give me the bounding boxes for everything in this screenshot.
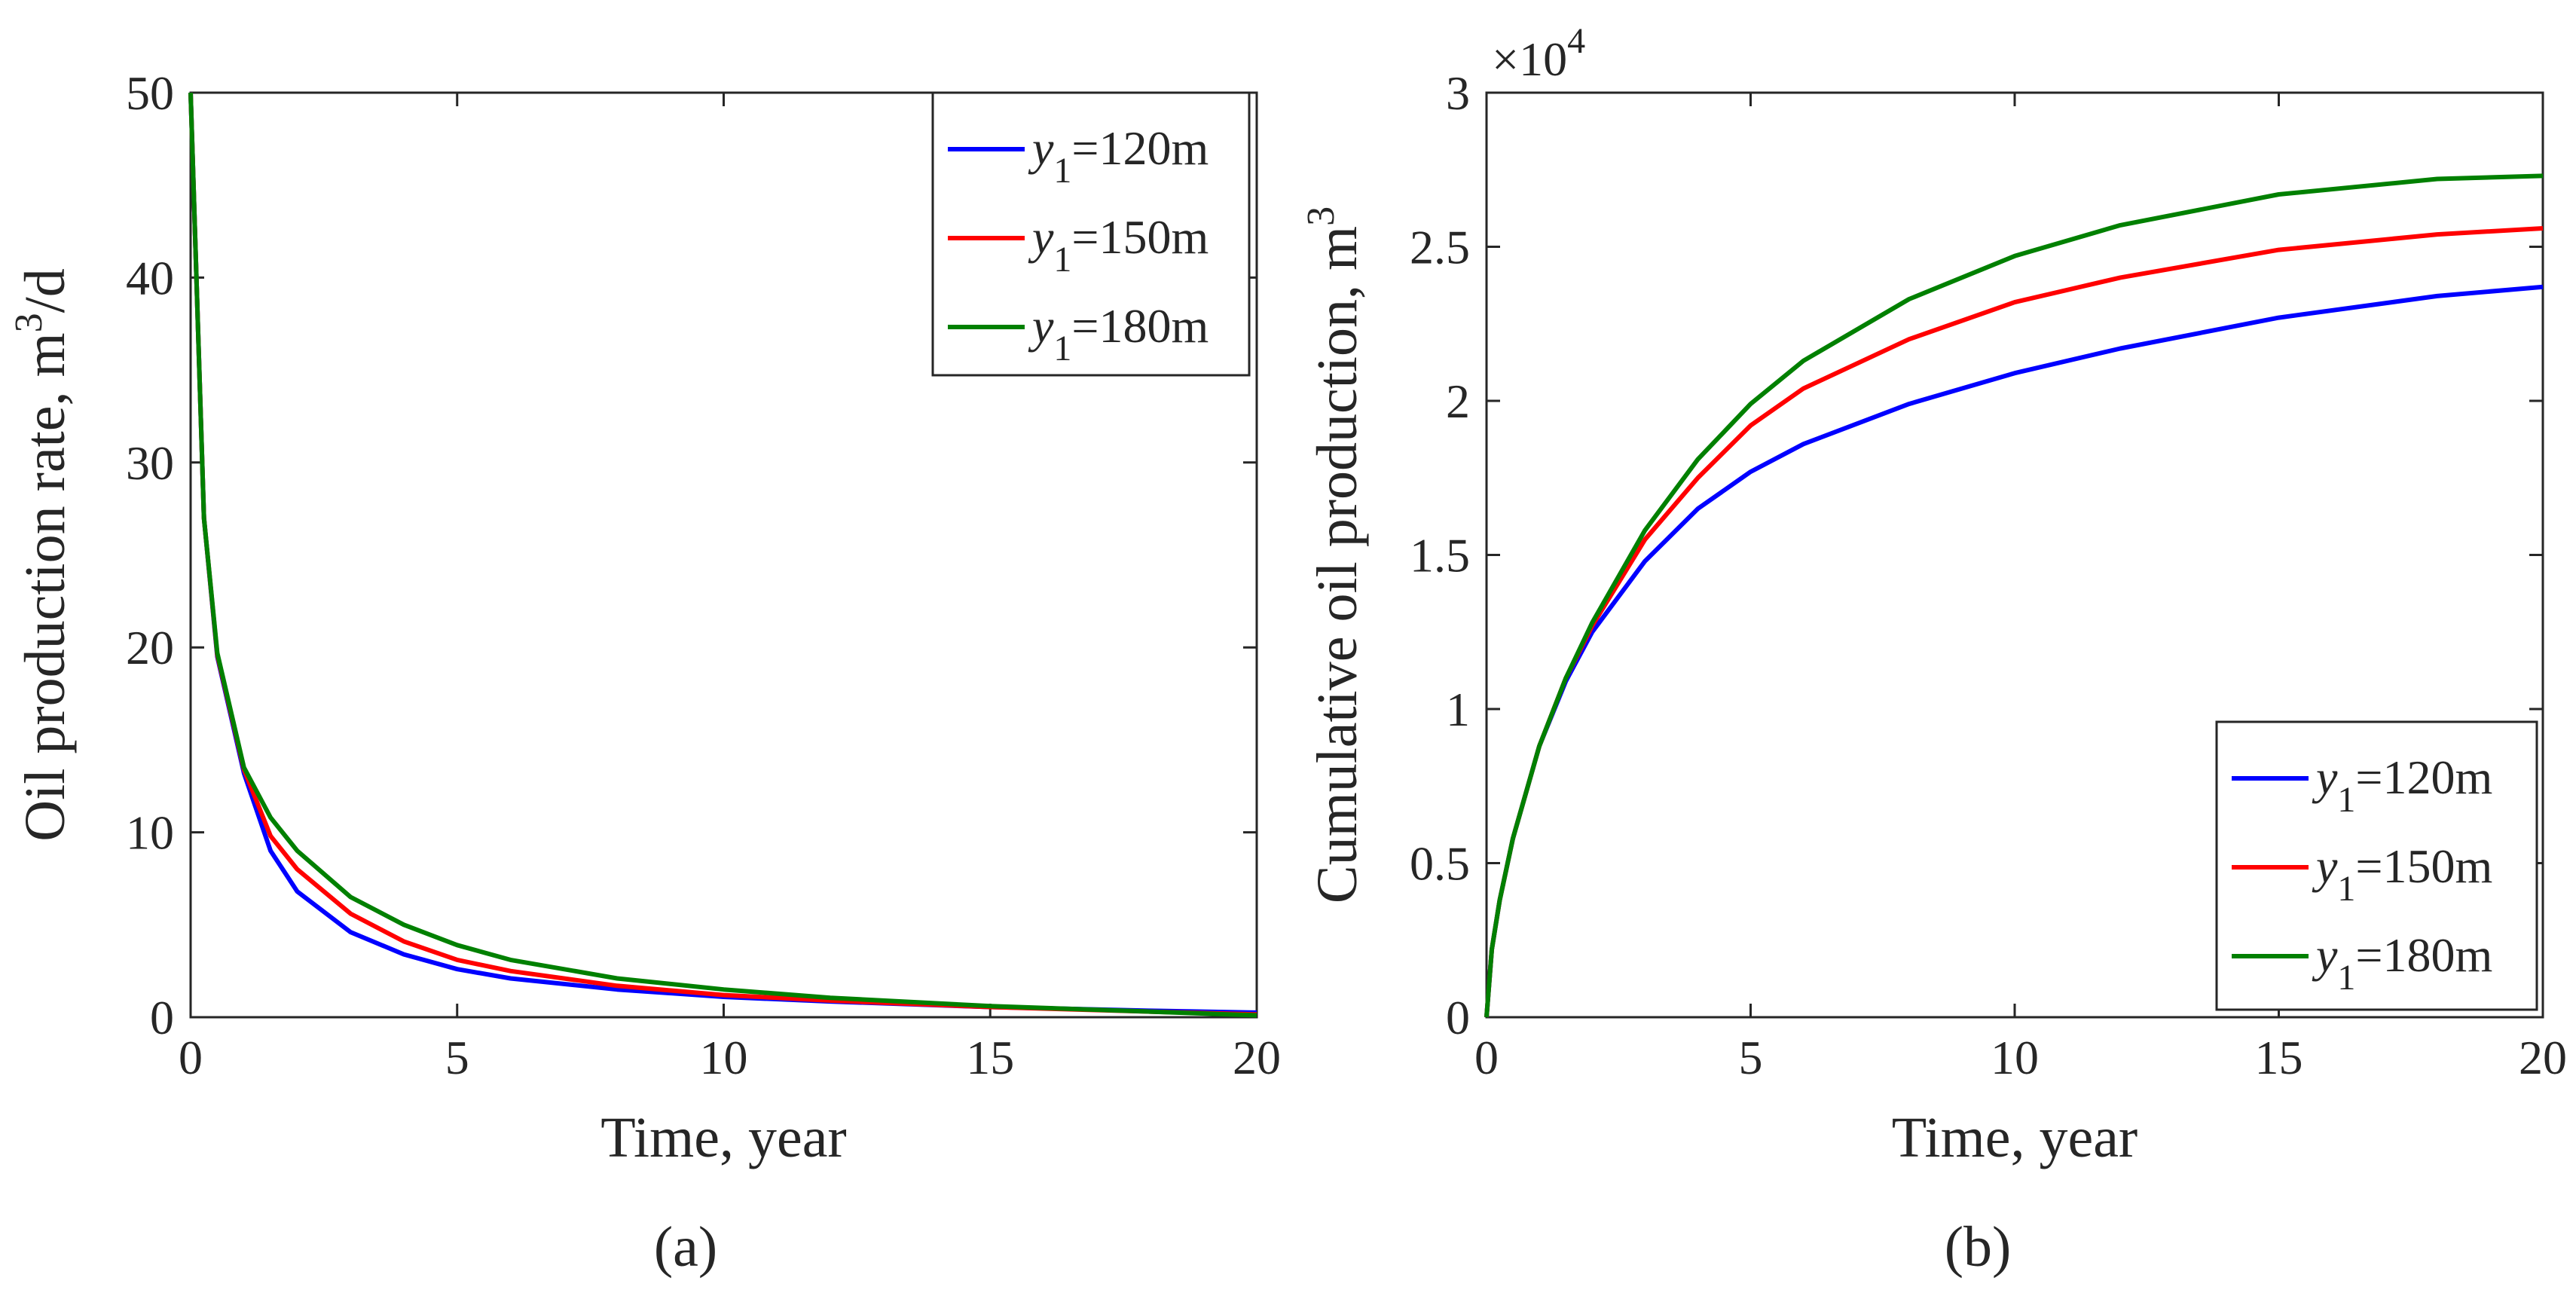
- legend-value: =120m: [1071, 121, 1209, 175]
- chart-b: 0 5 10 15 20 0 0.5 1 1.5 2 2.5 3 Time, year Cumulativ…: [1300, 21, 2567, 1279]
- y-tick-label: 0: [150, 991, 174, 1044]
- y-tick-label: 1.5: [1410, 529, 1470, 582]
- legend-value: =150m: [2355, 839, 2492, 893]
- legend-var-sub: 1: [1053, 240, 1071, 280]
- y-tick-label: 30: [126, 436, 174, 490]
- y-tick-label: 0: [1446, 991, 1470, 1044]
- legend-value: =150m: [1071, 210, 1209, 264]
- y-tick-label: 50: [126, 66, 174, 120]
- x-tick-label: 5: [445, 1031, 469, 1084]
- figure-caption: (a): [654, 1215, 717, 1279]
- legend-var: y: [1028, 121, 1054, 175]
- axis-multiplier: ×104: [1492, 21, 1585, 86]
- legend-var-sub: 1: [2337, 780, 2355, 820]
- legend-var-sub: 1: [1053, 329, 1071, 368]
- y-tick-label: 1: [1446, 683, 1470, 736]
- y-tick-label: 3: [1446, 66, 1470, 120]
- legend-value: =120m: [2355, 750, 2492, 804]
- legend-var: y: [2312, 839, 2338, 893]
- y-tick-label: 20: [126, 621, 174, 674]
- x-tick-label: 20: [2519, 1031, 2567, 1084]
- legend-entry: y1=180m: [2312, 928, 2492, 998]
- legend-var-sub: 1: [2337, 869, 2355, 909]
- chart-a: 0 5 10 15 20 0 10 20 30 40 50 Time, year Oil product…: [8, 66, 1281, 1279]
- legend-value: =180m: [1071, 299, 1209, 353]
- legend-entry: y1=120m: [1028, 121, 1209, 191]
- axis-multiplier-base: ×10: [1492, 32, 1567, 86]
- x-tick-label: 10: [700, 1031, 748, 1084]
- x-tick-label: 10: [1991, 1031, 2039, 1084]
- series-line-b-2: [1484, 173, 2544, 1018]
- y-tick-label: 2.5: [1410, 221, 1470, 274]
- x-tick-label: 0: [1474, 1031, 1499, 1084]
- x-axis-label: Time, year: [1892, 1106, 2138, 1169]
- x-tick-label: 20: [1233, 1031, 1281, 1084]
- y-tick-label: 40: [126, 251, 174, 304]
- legend-entry: y1=120m: [2312, 750, 2492, 820]
- x-tick-label: 0: [179, 1031, 203, 1084]
- y-tick-label: 2: [1446, 374, 1470, 428]
- axis-multiplier-exponent: 4: [1567, 21, 1585, 61]
- y-axis-label-suffix: /d: [14, 268, 77, 313]
- legend-var: y: [2312, 750, 2338, 804]
- x-tick-label: 15: [2255, 1031, 2303, 1084]
- x-tick-label: 5: [1739, 1031, 1763, 1084]
- legend-var: y: [1028, 210, 1054, 264]
- x-axis-label: Time, year: [600, 1106, 847, 1169]
- legend-var-sub: 1: [1053, 151, 1071, 191]
- y-tick-label: 10: [126, 806, 174, 860]
- y-tick-label: 0.5: [1410, 837, 1470, 891]
- legend-entry: y1=150m: [1028, 210, 1209, 280]
- legend-entry: y1=180m: [1028, 299, 1209, 368]
- y-axis-label-sup: 3: [8, 313, 50, 332]
- y-axis-label: Oil production rate, m3/d: [8, 268, 77, 842]
- y-axis-label-text: Cumulative oil production, m: [1306, 226, 1369, 903]
- y-axis-label-sup: 3: [1300, 206, 1343, 226]
- series-line-a-2: [188, 92, 1257, 1018]
- figure-caption: (b): [1945, 1215, 2012, 1279]
- y-axis-label-text: Oil production rate, m: [14, 332, 77, 841]
- legend-var: y: [1028, 299, 1054, 353]
- x-tick-label: 15: [966, 1031, 1014, 1084]
- legend-value: =180m: [2355, 928, 2492, 982]
- legend-entry: y1=150m: [2312, 839, 2492, 909]
- legend-var: y: [2312, 928, 2338, 982]
- y-axis-label: Cumulative oil production, m3: [1300, 206, 1369, 903]
- legend-var-sub: 1: [2337, 958, 2355, 998]
